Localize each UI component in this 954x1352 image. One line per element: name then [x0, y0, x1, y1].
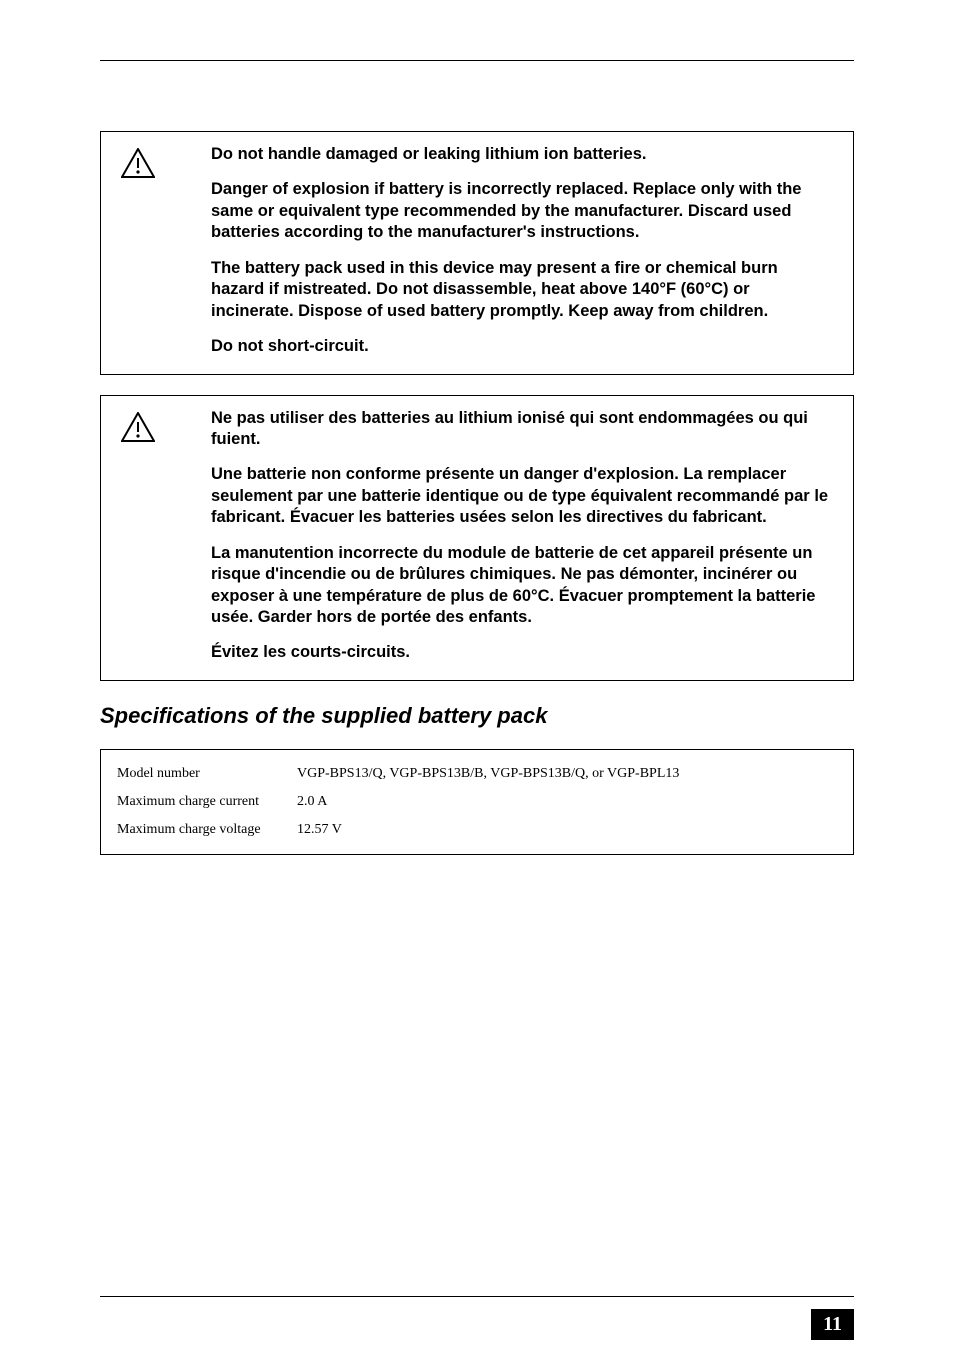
spec-label: Maximum charge current	[117, 794, 297, 810]
table-row: Model number VGP-BPS13/Q, VGP-BPS13B/B, …	[117, 760, 837, 788]
warning-icon	[121, 429, 155, 446]
warning-box-fr: Ne pas utiliser des batteries au lithium…	[100, 395, 854, 681]
page-footer: 11	[100, 1296, 854, 1297]
spec-value: VGP-BPS13/Q, VGP-BPS13B/B, VGP-BPS13B/Q,…	[297, 766, 837, 782]
spec-value: 12.57 V	[297, 822, 837, 838]
warning-en-p1: Do not handle damaged or leaking lithium…	[211, 144, 833, 165]
spec-heading: Specifications of the supplied battery p…	[100, 703, 854, 729]
warning-fr-p3: La manutention incorrecte du module de b…	[211, 543, 833, 629]
page-number: 11	[811, 1309, 854, 1340]
table-row: Maximum charge voltage 12.57 V	[117, 816, 837, 844]
warning-en-p2: Danger of explosion if battery is incorr…	[211, 179, 833, 243]
warning-box-en: Do not handle damaged or leaking lithium…	[100, 131, 854, 375]
top-rule	[100, 60, 854, 61]
warning-en-p4: Do not short-circuit.	[211, 336, 833, 357]
table-row: Maximum charge current 2.0 A	[117, 788, 837, 816]
spec-label: Maximum charge voltage	[117, 822, 297, 838]
warning-fr-p4: Évitez les courts-circuits.	[211, 642, 833, 663]
warning-icon	[121, 165, 155, 182]
spec-table: Model number VGP-BPS13/Q, VGP-BPS13B/B, …	[100, 749, 854, 855]
warning-fr-p2: Une batterie non conforme présente un da…	[211, 464, 833, 528]
warning-fr-p1: Ne pas utiliser des batteries au lithium…	[211, 408, 833, 451]
spec-label: Model number	[117, 766, 297, 782]
spec-value: 2.0 A	[297, 794, 837, 810]
warning-en-p3: The battery pack used in this device may…	[211, 258, 833, 322]
